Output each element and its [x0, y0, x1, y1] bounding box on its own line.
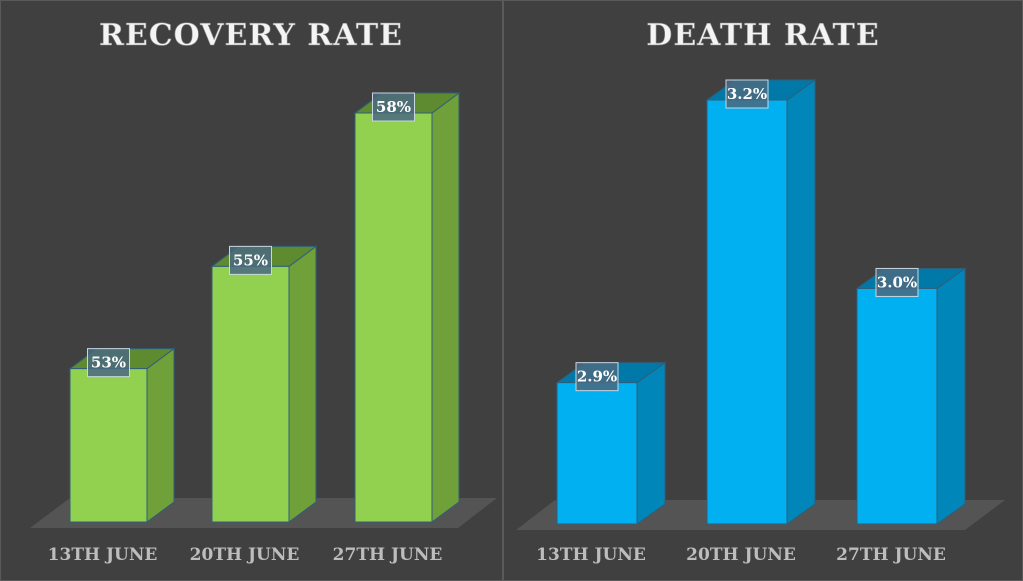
data-label-box	[87, 348, 130, 378]
x-tick-label: 20TH JUNE	[190, 545, 300, 565]
bar-front	[556, 382, 638, 525]
bar: 3.2%	[705, 79, 817, 525]
x-tick-label: 20TH JUNE	[686, 545, 796, 565]
data-label-box	[229, 245, 272, 275]
data-label: 53%	[91, 354, 126, 372]
chart-title: DEATH RATE	[646, 18, 879, 53]
chart-panel-recovery-rate: RECOVERY RATE 53% 13TH JUNE 55% 20TH JUNE 58%…	[30, 18, 497, 565]
data-label-box	[725, 79, 769, 109]
bar-front	[211, 265, 290, 523]
data-label-box	[372, 92, 415, 122]
data-label: 3.2%	[727, 85, 767, 103]
chart-title: RECOVERY RATE	[99, 18, 403, 53]
bar-front	[856, 287, 938, 525]
bar-side	[936, 267, 966, 525]
data-label: 3.0%	[877, 273, 917, 291]
bar-side	[146, 347, 175, 523]
bar-front	[706, 99, 788, 525]
bar-front	[354, 112, 433, 523]
data-label: 58%	[376, 98, 411, 116]
bar-front	[69, 368, 148, 523]
data-label-box	[575, 362, 619, 392]
data-label-box	[875, 267, 919, 297]
data-label: 2.9%	[577, 368, 617, 386]
bar-side	[786, 79, 816, 525]
bar-side	[288, 245, 317, 523]
x-tick-label: 13TH JUNE	[536, 545, 646, 565]
bar: 2.9%	[555, 361, 667, 525]
bar-side	[431, 92, 460, 523]
bar: 55%	[210, 245, 318, 523]
x-tick-label: 27TH JUNE	[836, 545, 946, 565]
chart-panel-death-rate: DEATH RATE 2.9% 13TH JUNE 3.2% 20TH JUNE 3.0%…	[516, 18, 1005, 565]
x-tick-label: 27TH JUNE	[333, 545, 443, 565]
bar: 3.0%	[855, 267, 967, 525]
x-tick-label: 13TH JUNE	[48, 545, 158, 565]
bar: 53%	[68, 347, 176, 523]
data-label: 55%	[233, 251, 268, 269]
bar-side	[636, 361, 666, 525]
bar: 58%	[353, 92, 461, 523]
